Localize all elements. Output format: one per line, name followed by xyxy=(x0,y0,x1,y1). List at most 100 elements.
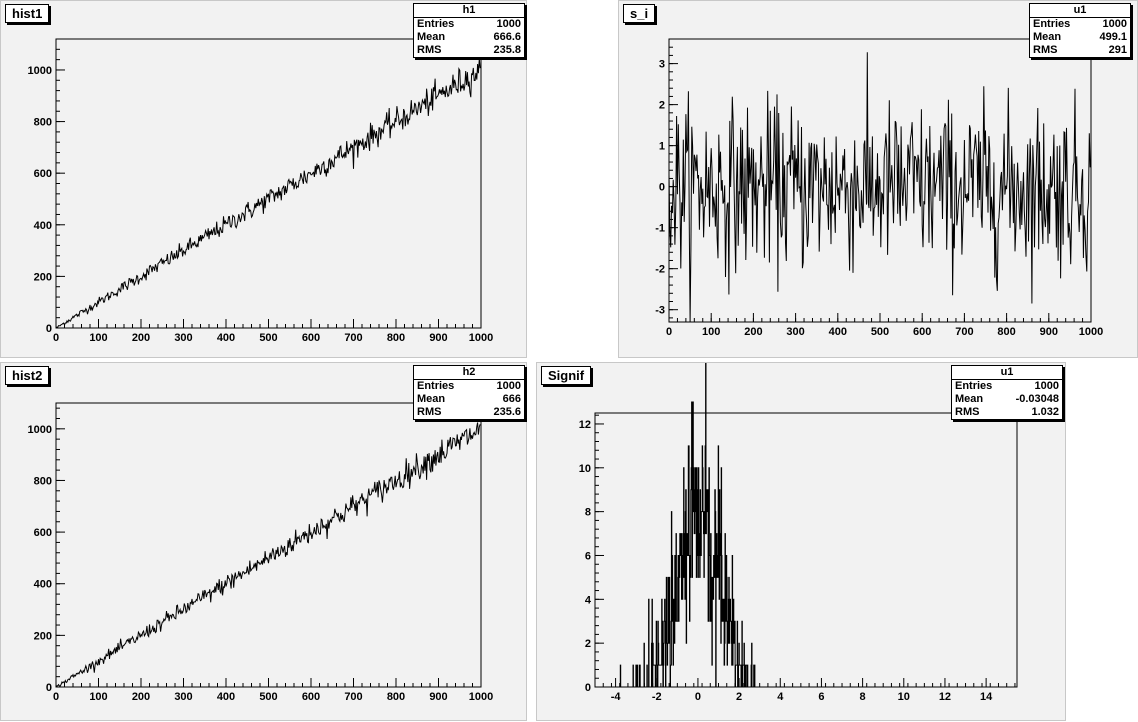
x-tick-label: 0 xyxy=(53,691,59,703)
y-tick-label: -2 xyxy=(655,264,665,276)
y-tick-label: 1 xyxy=(659,141,665,153)
pad-title: s_i xyxy=(623,4,656,23)
stats-mean: 499.1 xyxy=(1099,31,1127,43)
x-tick-label: 600 xyxy=(302,691,320,703)
stats-rms: 1.032 xyxy=(1031,406,1059,418)
x-tick-label: 400 xyxy=(829,326,847,338)
x-tick-label: 900 xyxy=(1040,326,1058,338)
y-tick-label: 800 xyxy=(34,117,52,129)
x-tick-label: 14 xyxy=(980,691,993,703)
x-tick-label: 12 xyxy=(939,691,951,703)
pad-title: hist1 xyxy=(5,4,50,23)
stats-mean: 666 xyxy=(502,393,521,405)
y-tick-label: 200 xyxy=(34,630,52,642)
y-tick-label: 0 xyxy=(585,682,591,694)
x-tick-label: 500 xyxy=(259,332,277,344)
x-tick-label: -4 xyxy=(611,691,622,703)
stats-label-mean: Mean xyxy=(417,31,446,43)
x-tick-label: 100 xyxy=(89,691,107,703)
y-tick-label: 1000 xyxy=(28,424,52,436)
x-tick-label: 800 xyxy=(387,691,405,703)
x-tick-label: 400 xyxy=(217,332,235,344)
stats-label-rms: RMS xyxy=(1033,44,1058,56)
stats-box: h2 Entries 1000 Mean 666 RMS 235.6 xyxy=(413,365,525,420)
plot-hist1: 0 100 200 300 400 500 600 700 800 900 1000 0 200 400 6… xyxy=(28,38,493,344)
x-tick-label: 200 xyxy=(744,326,762,338)
y-tick-label: 0 xyxy=(46,682,52,694)
plot-s_i: 0 100 200 300 400 500 600 700 800 900 1000 -3 -2 -1 0 1… xyxy=(655,38,1103,338)
stats-name: u1 xyxy=(1030,4,1130,18)
x-tick-label: 800 xyxy=(997,326,1015,338)
x-tick-label: 700 xyxy=(344,691,362,703)
pad-s_i: 0 100 200 300 400 500 600 700 800 900 1000 -3 -2 -1 0 1… xyxy=(618,0,1138,358)
x-tick-label: 10 xyxy=(898,691,910,703)
y-tick-label: 2 xyxy=(659,100,665,112)
x-tick-label: 1000 xyxy=(469,691,493,703)
histogram-line xyxy=(55,422,481,688)
y-tick-label: 0 xyxy=(46,323,52,335)
pad-hist2: 0 100 200 300 400 500 600 700 800 900 1000 0 200 400 6… xyxy=(0,362,527,721)
stats-entries: 1000 xyxy=(496,18,521,30)
x-tick-label: 700 xyxy=(344,332,362,344)
x-tick-label: 6 xyxy=(818,691,824,703)
x-tick-label: 900 xyxy=(429,691,447,703)
y-tick-label: 2 xyxy=(585,638,591,650)
y-tick-label: 600 xyxy=(34,527,52,539)
stats-name: h1 xyxy=(414,4,524,18)
x-tick-label: 2 xyxy=(736,691,742,703)
x-tick-label: 0 xyxy=(695,691,701,703)
x-tick-label: 900 xyxy=(429,332,447,344)
stats-mean: -0.03048 xyxy=(1015,393,1059,405)
y-tick-label: 200 xyxy=(34,271,52,283)
x-tick-label: 4 xyxy=(777,691,784,703)
stats-entries: 1000 xyxy=(1034,380,1059,392)
plot-signif: -4 -2 0 2 4 6 8 10 12 14 0 2 4 6 8 10 12 xyxy=(579,363,1018,703)
stats-label-rms: RMS xyxy=(417,406,442,418)
x-tick-label: 500 xyxy=(871,326,889,338)
pad-signif: -4 -2 0 2 4 6 8 10 12 14 0 2 4 6 8 10 12 Signif u1 Entri… xyxy=(536,362,1066,721)
y-tick-label: 3 xyxy=(659,59,665,71)
x-tick-label: -2 xyxy=(652,691,662,703)
stats-mean: 666.6 xyxy=(493,31,521,43)
stats-name: u1 xyxy=(952,366,1062,380)
stats-label-rms: RMS xyxy=(955,406,980,418)
plot-frame xyxy=(55,38,482,329)
x-tick-label: 0 xyxy=(53,332,59,344)
histogram-line xyxy=(55,58,481,329)
y-tick-label: -3 xyxy=(655,305,665,317)
x-tick-label: 100 xyxy=(702,326,720,338)
stats-name: h2 xyxy=(414,366,524,380)
stats-entries: 1000 xyxy=(1102,18,1127,30)
y-tick-label: 0 xyxy=(659,182,665,194)
y-tick-label: 10 xyxy=(579,463,591,475)
y-tick-label: 400 xyxy=(34,579,52,591)
stats-entries: 1000 xyxy=(496,380,521,392)
pad-title: hist2 xyxy=(5,366,50,385)
pad-title: Signif xyxy=(541,366,592,385)
x-tick-label: 600 xyxy=(302,332,320,344)
stats-label-entries: Entries xyxy=(417,18,455,30)
stats-label-mean: Mean xyxy=(1033,31,1062,43)
stats-box: u1 Entries 1000 Mean -0.03048 RMS 1.032 xyxy=(951,365,1063,420)
x-tick-label: 600 xyxy=(913,326,931,338)
x-tick-label: 800 xyxy=(387,332,405,344)
y-tick-label: 1000 xyxy=(28,65,52,77)
y-tick-label: 400 xyxy=(34,220,52,232)
x-tick-label: 1000 xyxy=(469,332,493,344)
stats-label-entries: Entries xyxy=(1033,18,1071,30)
x-tick-label: 100 xyxy=(89,332,107,344)
y-tick-label: -1 xyxy=(655,223,665,235)
plot-hist2: 0 100 200 300 400 500 600 700 800 900 1000 0 200 400 6… xyxy=(28,402,493,703)
y-tick-label: 8 xyxy=(585,507,591,519)
histogram-line xyxy=(595,363,1017,688)
y-tick-label: 6 xyxy=(585,550,591,562)
stats-label-entries: Entries xyxy=(955,380,993,392)
x-tick-label: 8 xyxy=(860,691,866,703)
stats-label-mean: Mean xyxy=(417,393,446,405)
stats-rms: 235.8 xyxy=(493,44,521,56)
stats-rms: 291 xyxy=(1108,44,1127,56)
y-tick-label: 600 xyxy=(34,168,52,180)
y-tick-label: 4 xyxy=(585,594,592,606)
x-tick-label: 200 xyxy=(132,332,150,344)
histogram-line xyxy=(668,52,1091,323)
